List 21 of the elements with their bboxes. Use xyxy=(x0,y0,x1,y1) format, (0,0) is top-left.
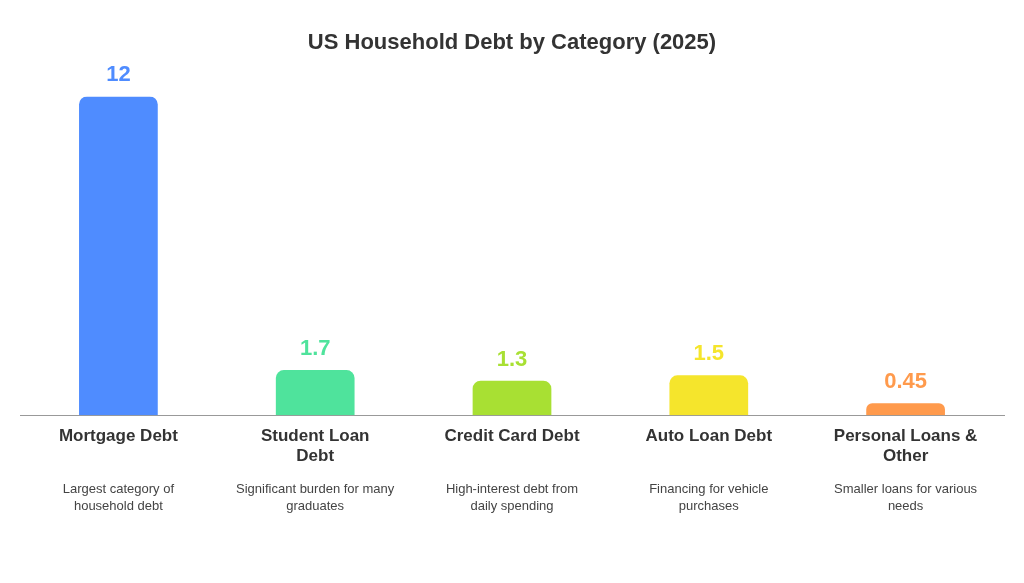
text: Significant burden for many graduates xyxy=(235,480,396,514)
data-label: 1.5 xyxy=(693,340,725,366)
bar xyxy=(669,375,749,416)
x-tick-label: Mortgage Debt xyxy=(58,426,179,446)
data-label: 1.3 xyxy=(496,345,528,371)
text: Smaller loans for various needs xyxy=(833,480,979,514)
data-label: 1.7 xyxy=(299,335,331,361)
chart-title: US Household Debt by Category (2025) xyxy=(307,29,717,55)
bar xyxy=(866,403,945,416)
text: Financing for vehicle purchases xyxy=(648,480,770,514)
data-label: 0.45 xyxy=(884,368,928,394)
text: High-interest debt from daily spending xyxy=(444,480,580,514)
x-tick-label: Credit Card Debt xyxy=(444,426,580,446)
x-tick-label: Personal Loans & Other xyxy=(833,426,978,466)
x-tick-label: Student Loan Debt xyxy=(260,426,370,466)
bar xyxy=(79,96,158,416)
text: Largest category of household debt xyxy=(61,480,176,514)
bar xyxy=(472,380,552,416)
bar xyxy=(275,370,355,416)
data-label: 12 xyxy=(106,61,131,87)
x-tick-label: Auto Loan Debt xyxy=(645,426,773,446)
